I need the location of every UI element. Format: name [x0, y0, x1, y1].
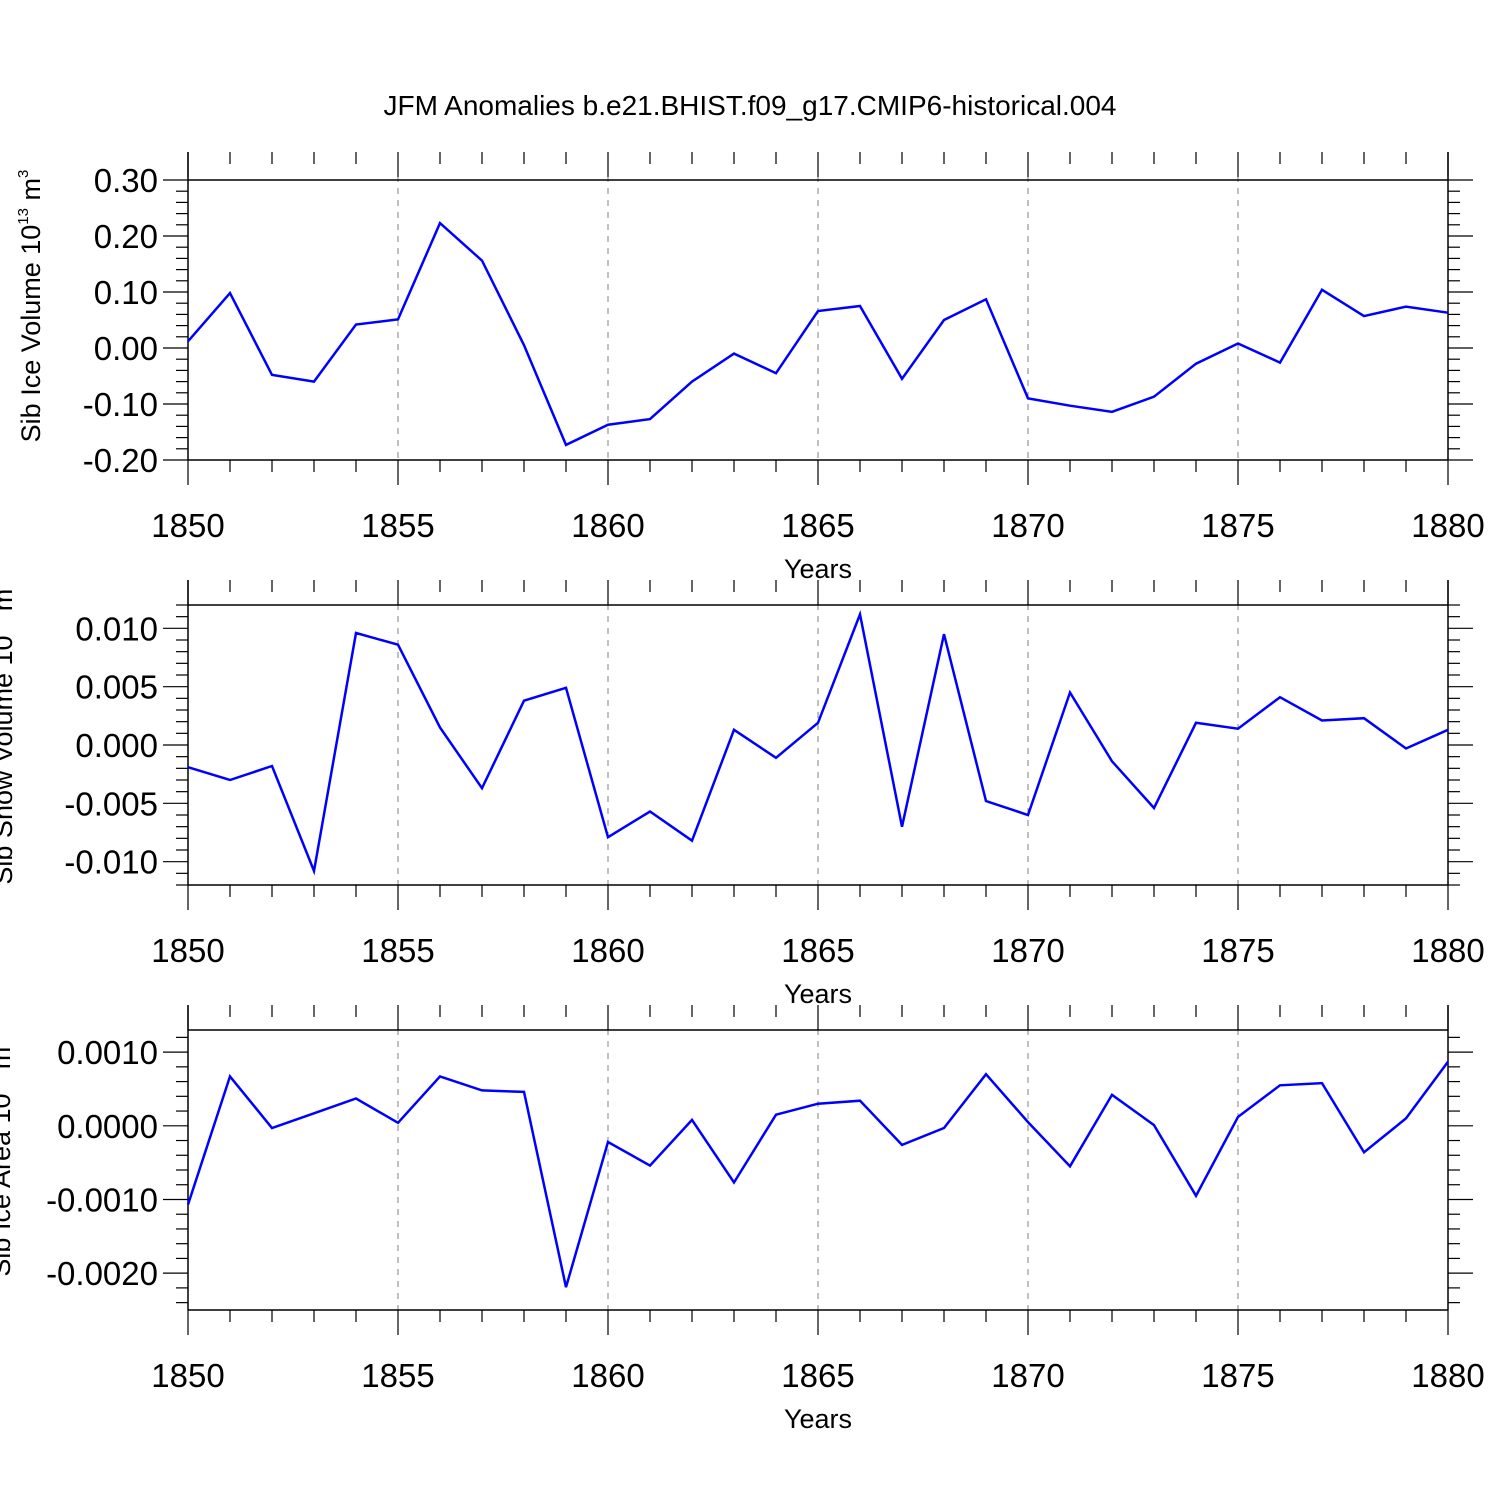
x-tick-label: 1855 [361, 507, 434, 544]
series-line [187, 609, 1449, 876]
x-tick-label: 1865 [781, 1357, 854, 1394]
x-tick-label: 1870 [991, 1357, 1064, 1394]
x-tick-label: 1875 [1201, 932, 1274, 969]
panel-ice-area: -0.0020 -0.0010 0.0000 0.0010 1850 1855 1860 18… [0, 1005, 1485, 1434]
y-tick-label: 0.0000 [57, 1108, 158, 1145]
x-tick-label: 1860 [571, 932, 644, 969]
x-tick-label: 1865 [781, 932, 854, 969]
x-tick-label: 1870 [991, 507, 1064, 544]
x-tick-label: 1880 [1411, 1357, 1484, 1394]
y-tick-label: 0.005 [75, 669, 158, 706]
series-line [186, 1060, 1450, 1288]
x-tick-label: 1870 [991, 932, 1064, 969]
x-tick-label: 1860 [571, 1357, 644, 1394]
y-tick-label: -0.0020 [46, 1255, 158, 1292]
y-tick-label: 0.30 [94, 162, 158, 199]
y-tick-label: -0.10 [83, 386, 158, 423]
x-tick-label: 1880 [1411, 932, 1484, 969]
y-tick-label: 0.010 [75, 610, 158, 647]
x-tick-label: 1855 [361, 1357, 434, 1394]
x-tick-label: 1850 [151, 1357, 224, 1394]
y-tick-label: 0.10 [94, 274, 158, 311]
x-tick-label: 1855 [361, 932, 434, 969]
y-tick-label: 0.0010 [57, 1034, 158, 1071]
x-tick-label: 1850 [151, 507, 224, 544]
y-tick-label: 0.00 [94, 330, 158, 367]
y-tick-label: -0.005 [64, 785, 158, 822]
y-axis-label: Sib Ice Area 1013 m2 [0, 1038, 16, 1276]
x-tick-label: 1875 [1201, 507, 1274, 544]
x-tick-label: 1880 [1411, 507, 1484, 544]
x-axis-label: Years [784, 979, 852, 1009]
x-tick-label: 1865 [781, 507, 854, 544]
y-axis-label: Sib Ice Volume 1013 m3 [15, 170, 46, 443]
y-tick-label: -0.0010 [46, 1181, 158, 1218]
y-tick-label: 0.000 [75, 727, 158, 764]
y-tick-label: -0.010 [64, 844, 158, 881]
chart-title: JFM Anomalies b.e21.BHIST.f09_g17.CMIP6-… [383, 90, 1116, 121]
y-tick-label: 0.20 [94, 218, 158, 255]
panel-snow-volume: -0.010 -0.005 0.000 0.005 0.010 1850 1855 1860 1… [0, 580, 1485, 1009]
x-tick-label: 1850 [151, 932, 224, 969]
y-axis-label: Sib Snow Volume 1013 m3 [0, 580, 18, 884]
panel-ice-volume: -0.20 -0.10 0.00 0.10 0.20 0.30 1850 1855 1860 18… [15, 152, 1485, 584]
x-axis-label: Years [784, 554, 852, 584]
y-tick-label: -0.20 [83, 442, 158, 479]
x-axis-label: Years [784, 1404, 852, 1434]
x-tick-label: 1875 [1201, 1357, 1274, 1394]
series-line [187, 221, 1449, 447]
x-tick-label: 1860 [571, 507, 644, 544]
